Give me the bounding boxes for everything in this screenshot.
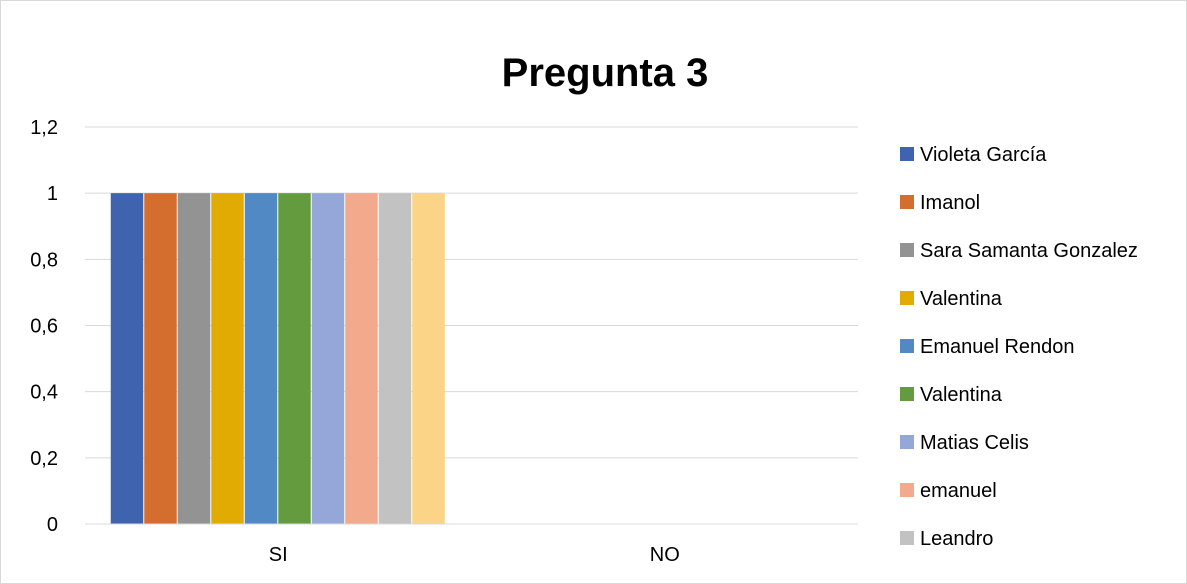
bar [144, 193, 177, 524]
legend-swatch [900, 387, 914, 401]
bar [345, 193, 378, 524]
chart-title: Pregunta 3 [502, 51, 709, 95]
bar [278, 193, 311, 524]
legend-label: Emanuel Rendon [920, 336, 1075, 358]
legend: Violeta García Imanol Sara Samanta Gonzale… [900, 144, 1138, 550]
legend-swatch [900, 147, 914, 161]
legend-label: Violeta García [920, 144, 1047, 166]
legend-swatch [900, 291, 914, 305]
legend-label: Imanol [920, 192, 980, 214]
bar [378, 193, 412, 524]
y-tick-label: 0,4 [30, 382, 58, 404]
bar [412, 193, 445, 524]
legend-label: Leandro [920, 528, 993, 550]
bar [110, 193, 144, 524]
bar [177, 193, 211, 524]
y-tick-label: 1 [47, 183, 58, 205]
legend-label: Valentina [920, 288, 1003, 310]
y-tick-label: 1,2 [30, 117, 58, 139]
legend-label: Matias Celis [920, 432, 1029, 454]
legend-swatch [900, 195, 914, 209]
legend-swatch [900, 483, 914, 497]
y-tick-label: 0 [47, 514, 58, 536]
legend-swatch [900, 531, 914, 545]
y-tick-label: 0,2 [30, 448, 58, 470]
x-tick-label: SI [269, 544, 288, 566]
legend-label: Sara Samanta Gonzalez [920, 240, 1138, 262]
bar [244, 193, 278, 524]
bar [311, 193, 345, 524]
legend-swatch [900, 339, 914, 353]
bars [110, 193, 445, 524]
y-tick-label: 0,8 [30, 249, 58, 271]
x-tick-label: NO [650, 544, 680, 566]
legend-label: emanuel [920, 480, 997, 502]
y-tick-label: 0,6 [30, 316, 58, 338]
legend-swatch [900, 243, 914, 257]
legend-swatch [900, 435, 914, 449]
legend-label: Valentina [920, 384, 1003, 406]
axes: 0 0,2 0,4 0,6 0,8 1 1,2 SI NO [30, 117, 858, 566]
bar [211, 193, 244, 524]
